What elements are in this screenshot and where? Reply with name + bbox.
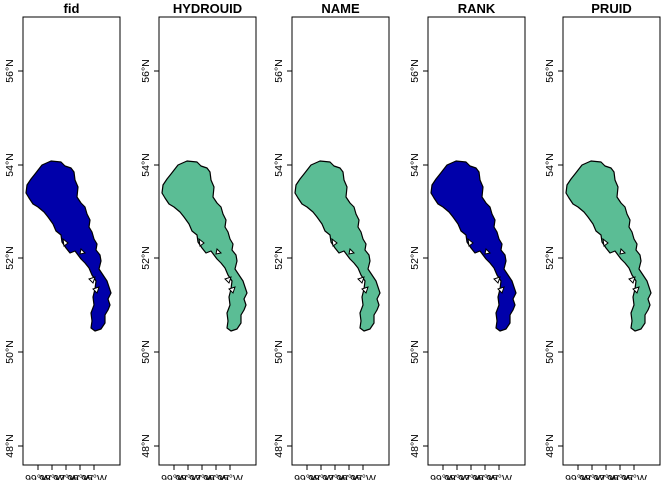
lake-polygon: [430, 160, 517, 332]
panel-frame: [427, 16, 526, 466]
panel-frame: [562, 16, 661, 466]
island-shape: [331, 237, 338, 247]
y-tick-label: 52°N: [409, 246, 421, 269]
island-shape: [88, 276, 96, 284]
y-tick-label: 48°N: [273, 434, 285, 457]
y-tick-label: 52°N: [4, 246, 16, 269]
y-tick-label: 54°N: [4, 153, 16, 176]
y-tick-label: 56°N: [544, 59, 556, 82]
map-panel-pruid: PRUID48°N50°N52°N54°N56°N99°W98°W97°W96°…: [544, 1, 661, 485]
y-tick-label: 50°N: [140, 340, 152, 363]
y-tick-label: 56°N: [409, 59, 421, 82]
y-tick-label: 54°N: [273, 153, 285, 176]
y-tick-label: 48°N: [140, 434, 152, 457]
y-tick-label: 54°N: [544, 153, 556, 176]
island-shape: [357, 276, 365, 284]
lake-polygon: [565, 160, 652, 332]
x-tick-label: 95°W: [621, 473, 647, 480]
island-shape: [224, 276, 232, 284]
y-tick-label: 50°N: [4, 340, 16, 363]
island-shape: [62, 237, 69, 247]
island-shape: [198, 237, 205, 247]
y-tick-label: 50°N: [409, 340, 421, 363]
x-tick-label: 95°W: [217, 473, 243, 480]
island-shape: [493, 276, 501, 284]
x-tick-label: 95°W: [81, 473, 107, 480]
island-shape: [628, 276, 636, 284]
island-shape: [361, 286, 369, 294]
island-shape: [484, 247, 492, 255]
island-shape: [348, 247, 356, 255]
y-tick-label: 48°N: [4, 434, 16, 457]
lake-polygon: [25, 160, 112, 332]
panel-title: NAME: [321, 1, 360, 16]
map-panel-rank: RANK48°N50°N52°N54°N56°N99°W98°W97°W96°W…: [409, 1, 526, 485]
y-tick-label: 52°N: [544, 246, 556, 269]
y-tick-label: 48°N: [544, 434, 556, 457]
island-shape: [228, 286, 236, 294]
panel-title: RANK: [458, 1, 496, 16]
island-shape: [602, 237, 609, 247]
island-shape: [79, 247, 87, 255]
island-shape: [497, 286, 505, 294]
y-tick-label: 56°N: [140, 59, 152, 82]
x-tick-label: 95°W: [350, 473, 376, 480]
panel-frame: [22, 16, 121, 466]
y-tick-label: 50°N: [544, 340, 556, 363]
panel-frame: [158, 16, 257, 466]
lake-polygon: [161, 160, 248, 332]
island-shape: [619, 247, 627, 255]
map-panel-hydrouid: HYDROUID48°N50°N52°N54°N56°N99°W98°W97°W…: [140, 1, 257, 485]
map-panel-name: NAME48°N50°N52°N54°N56°N99°W98°W97°W96°W…: [273, 1, 390, 485]
panel-title: PRUID: [591, 1, 631, 16]
y-tick-label: 54°N: [409, 153, 421, 176]
panel-title: fid: [64, 1, 80, 16]
y-tick-label: 52°N: [140, 246, 152, 269]
island-shape: [92, 286, 100, 294]
panel-frame: [291, 16, 390, 466]
y-tick-label: 56°N: [4, 59, 16, 82]
x-tick-label: 95°W: [486, 473, 512, 480]
lake-polygon: [294, 160, 381, 332]
island-shape: [632, 286, 640, 294]
map-panel-fid: fid48°N50°N52°N54°N56°N99°W98°W97°W96°W9…: [4, 1, 121, 485]
y-tick-label: 56°N: [273, 59, 285, 82]
panel-title: HYDROUID: [173, 1, 242, 16]
y-tick-label: 50°N: [273, 340, 285, 363]
y-tick-label: 52°N: [273, 246, 285, 269]
island-shape: [467, 237, 474, 247]
y-tick-label: 54°N: [140, 153, 152, 176]
y-tick-label: 48°N: [409, 434, 421, 457]
island-shape: [215, 247, 223, 255]
